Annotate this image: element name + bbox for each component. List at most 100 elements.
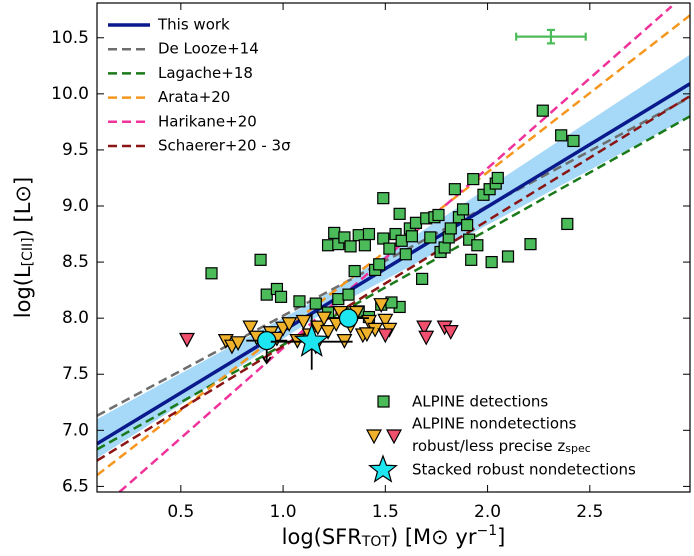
- legend-label: Harikane+20: [158, 112, 257, 130]
- y-tick-label: 10.5: [51, 28, 89, 48]
- legend-marker: [368, 454, 398, 483]
- x-axis-label-part: log(SFR: [282, 525, 362, 549]
- y-axis-label: log(L[CII]) [L⊙]: [11, 177, 36, 318]
- detection-marker: [393, 207, 406, 220]
- detection-marker: [405, 230, 419, 243]
- detection-marker: [338, 231, 351, 244]
- detection-marker: [465, 253, 478, 266]
- detection-marker: [536, 104, 549, 117]
- detection-marker: [205, 267, 218, 280]
- detection-marker: [395, 234, 408, 247]
- y-axis-label-part: ) [L⊙]: [11, 177, 35, 238]
- x-tick-label: 2.5: [576, 502, 603, 522]
- nondetection-marker: [281, 317, 298, 333]
- detection-marker: [471, 239, 484, 252]
- y-tick-label: 9.5: [62, 140, 89, 160]
- y-axis-label-part: [CII]: [20, 237, 36, 266]
- nondetection-marker: [416, 320, 433, 336]
- legend-label: robust/less precise zspec: [412, 437, 591, 456]
- x-axis-label-part: −1: [477, 523, 498, 539]
- x-axis-label-part: TOT: [361, 534, 391, 550]
- plot-area: [97, 5, 690, 492]
- detection-marker: [424, 231, 437, 244]
- fit-line: [97, 82, 690, 446]
- y-axis-label-part: log(L: [11, 266, 35, 318]
- detection-marker: [274, 290, 288, 303]
- legend-label: ALPINE detections: [412, 393, 548, 411]
- detection-marker: [567, 134, 580, 148]
- detection-marker: [383, 242, 396, 255]
- x-axis-label: log(SFRTOT) [M⊙ yr−1]: [282, 523, 506, 550]
- detection-marker: [373, 258, 386, 271]
- detection-marker: [352, 229, 365, 242]
- y-tick-label: 7.0: [62, 420, 89, 440]
- detection-marker: [399, 248, 412, 261]
- detection-marker: [467, 172, 480, 186]
- detection-marker: [321, 239, 335, 252]
- x-tick-label: 1.5: [372, 502, 399, 522]
- detection-marker: [293, 295, 306, 308]
- nondetection-marker: [373, 298, 390, 313]
- nondetection-marker: [442, 325, 459, 340]
- detection-marker: [309, 297, 322, 310]
- legend-label: ALPINE nondetections: [412, 415, 577, 433]
- detection-marker: [555, 129, 568, 142]
- detection-marker: [332, 292, 345, 306]
- legend-label: Lagache+18: [158, 64, 253, 82]
- nondetection-marker: [295, 314, 312, 330]
- y-tick-label: 10.0: [51, 84, 89, 104]
- nondetection-marker: [315, 311, 332, 327]
- nondetection-marker: [178, 332, 195, 348]
- nondetection-marker: [358, 327, 375, 343]
- stack-marker: [257, 330, 277, 351]
- y-tick-label: 7.5: [62, 364, 89, 384]
- detection-marker: [501, 250, 515, 263]
- y-tick-label: 9.0: [62, 196, 89, 216]
- detection-marker: [485, 255, 498, 269]
- x-tick-label: 2.0: [474, 502, 501, 522]
- detection-marker: [344, 240, 357, 253]
- detection-marker: [491, 171, 504, 185]
- detection-marker: [260, 288, 273, 301]
- detection-marker: [254, 253, 267, 266]
- x-axis-label-part: ]: [497, 525, 505, 549]
- detection-marker: [332, 238, 345, 251]
- nondetection-marker: [309, 320, 326, 336]
- detection-marker: [461, 218, 474, 232]
- legend-marker: [377, 395, 390, 408]
- detection-marker: [377, 232, 390, 245]
- legend-label: De Looze+14: [158, 40, 259, 58]
- detection-marker: [524, 238, 537, 251]
- detection-marker: [432, 208, 445, 222]
- stack-star: [293, 322, 330, 357]
- nondetection-marker: [377, 313, 394, 329]
- legend-marker: [365, 429, 383, 445]
- legend-label-part: robust/less precise z: [412, 437, 565, 455]
- legend-marker: [385, 429, 403, 445]
- y-tick-label: 8.5: [62, 252, 89, 272]
- detection-marker: [358, 239, 371, 252]
- detection-marker: [444, 222, 457, 235]
- detection-marker: [438, 241, 451, 254]
- detection-marker: [561, 217, 574, 231]
- fit-line: [97, 115, 690, 451]
- stack-marker: [338, 308, 359, 328]
- fit-line: [118, 5, 673, 492]
- detection-marker: [456, 203, 470, 216]
- nondetection-marker: [242, 320, 259, 336]
- detection-marker: [409, 216, 423, 229]
- detection-marker: [348, 264, 361, 278]
- detection-marker: [389, 227, 402, 241]
- fit-line: [97, 96, 690, 417]
- detection-marker: [328, 226, 341, 240]
- detection-marker: [448, 183, 461, 196]
- y-tick-label: 6.5: [62, 476, 89, 496]
- nondetection-marker: [320, 325, 337, 340]
- detection-marker: [416, 272, 429, 286]
- detection-marker: [362, 227, 376, 241]
- y-tick-label: 8.0: [62, 308, 89, 328]
- legend-label: Schaerer+20 - 3σ: [158, 137, 291, 155]
- nondetection-marker: [377, 328, 394, 344]
- legend-label: Stacked robust nondetections: [412, 461, 636, 479]
